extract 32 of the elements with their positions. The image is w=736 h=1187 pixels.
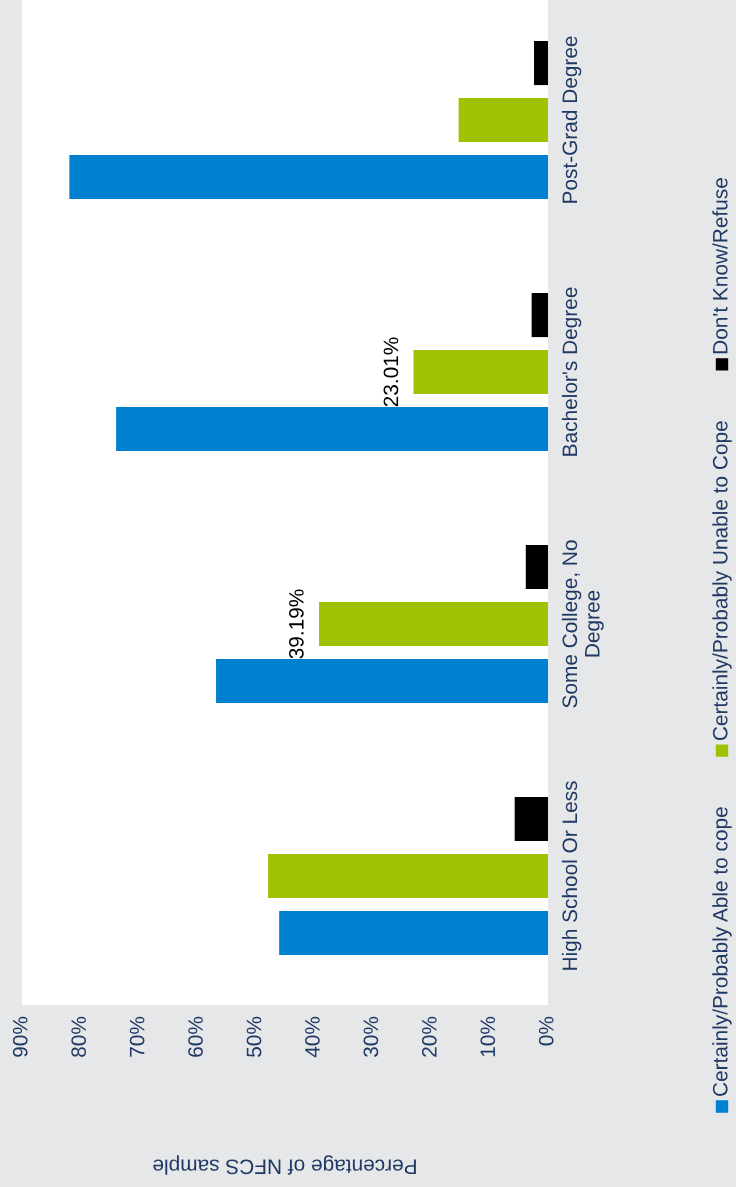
bar xyxy=(69,154,548,199)
bar xyxy=(531,293,548,338)
bar xyxy=(413,349,548,395)
x-tick-label: 40% xyxy=(305,1016,320,1058)
bar xyxy=(318,601,548,647)
x-tick-label: 50% xyxy=(246,1016,262,1057)
bar xyxy=(458,97,548,143)
text: Certainly/Probably Able to cope xyxy=(712,807,732,1096)
data-label: 39.19% xyxy=(288,589,304,659)
text: Don't Know/Refuse xyxy=(712,178,728,354)
x-axis-title: Percentage of NFCS sample xyxy=(153,1155,416,1175)
bar xyxy=(533,41,548,86)
x-tick-label: 70% xyxy=(129,1016,145,1057)
x-tick-label: 0% xyxy=(538,1016,554,1046)
bar xyxy=(216,658,548,703)
y-tick-label: High School Or Less xyxy=(561,781,582,970)
y-tick-label: Bachelor's Degree xyxy=(561,287,582,456)
bar xyxy=(268,853,548,899)
y-tick-label: Post-Grad Degree xyxy=(561,36,582,203)
x-tick-label: 80% xyxy=(71,1016,87,1057)
bar xyxy=(525,545,548,590)
bar xyxy=(116,406,548,451)
bar xyxy=(514,797,548,842)
x-tick-label: 60% xyxy=(188,1016,203,1057)
x-tick-label: 90% xyxy=(12,1016,28,1057)
x-tick-label: 10% xyxy=(480,1016,496,1057)
x-tick-label: 20% xyxy=(421,1016,437,1057)
y-tick-label: Some College, No Degree xyxy=(561,540,604,708)
data-label: 23.01% xyxy=(383,337,399,407)
bar xyxy=(279,910,548,955)
x-tick-label: 30% xyxy=(363,1016,379,1058)
text: Certainly/Probably Unable to Cope xyxy=(712,421,732,741)
